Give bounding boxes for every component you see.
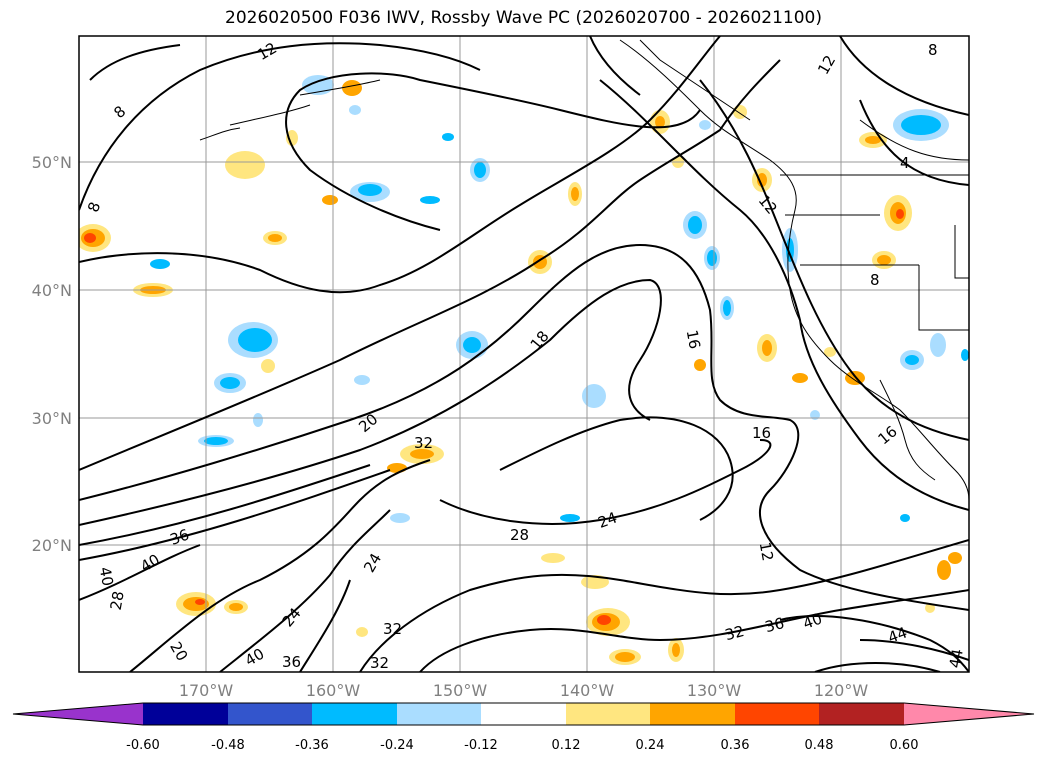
contour-label: 12 <box>756 541 777 563</box>
lon-label: 170°W <box>179 681 234 700</box>
colorbar-tick: -0.60 <box>126 738 160 753</box>
colorbar-segment <box>650 703 735 725</box>
contour-label: 4 <box>900 154 910 172</box>
colorbar-tick: -0.36 <box>295 738 329 753</box>
lat-label: 20°N <box>32 536 72 555</box>
contour-label: 32 <box>414 434 433 452</box>
lon-label: 150°W <box>433 681 488 700</box>
contour-label: 44 <box>886 623 910 646</box>
contour-label: 32 <box>383 620 402 638</box>
contour-label: 36 <box>763 614 786 636</box>
colorbar-ticks: -0.60 -0.48 -0.36 -0.24 -0.12 0.12 0.24 … <box>126 738 918 753</box>
colorbar: -0.60 -0.48 -0.36 -0.24 -0.12 0.12 0.24 … <box>12 702 1035 753</box>
contour-label: 28 <box>107 590 128 612</box>
colorbar-tick: -0.24 <box>380 738 414 753</box>
contour-label: 28 <box>510 526 529 544</box>
lon-label: 120°W <box>814 681 869 700</box>
lon-label: 140°W <box>560 681 615 700</box>
colorbar-tick: 0.36 <box>721 738 750 753</box>
longitude-labels: 170°W 160°W 150°W 140°W 130°W 120°W <box>179 681 869 700</box>
colorbar-tick: 0.24 <box>636 738 665 753</box>
map-title: 2026020500 F036 IWV, Rossby Wave PC (202… <box>225 8 822 28</box>
colorbar-segment <box>566 703 650 725</box>
colorbar-segment <box>819 703 904 725</box>
contour-label: 36 <box>168 525 192 548</box>
contour-label: 32 <box>723 622 746 644</box>
colorbar-tick: -0.12 <box>464 738 498 753</box>
colorbar-segment <box>143 703 228 725</box>
colorbar-segment <box>397 703 481 725</box>
contour-label: 32 <box>370 654 389 672</box>
graticule <box>79 36 969 672</box>
coastlines <box>199 39 969 501</box>
contour-label: 40 <box>801 609 825 632</box>
lon-label: 160°W <box>306 681 361 700</box>
lat-label: 40°N <box>32 281 72 300</box>
contour-label: 16 <box>683 328 704 350</box>
latitude-labels: 50°N 40°N 30°N 20°N <box>32 153 72 555</box>
map-area <box>79 36 969 672</box>
lon-label: 130°W <box>687 681 742 700</box>
colorbar-tick: -0.48 <box>211 738 245 753</box>
colorbar-tick: 0.48 <box>805 738 834 753</box>
colorbar-segment <box>312 703 397 725</box>
contour-label: 36 <box>282 653 301 671</box>
contour-label: 24 <box>596 508 620 531</box>
contour-label: 44 <box>946 648 967 670</box>
colorbar-extend-right <box>904 703 1034 725</box>
negative-anomaly-shading <box>150 75 969 523</box>
colorbar-segment <box>481 703 566 725</box>
lat-label: 30°N <box>32 409 72 428</box>
colorbar-segment <box>228 703 312 725</box>
contour-label: 8 <box>870 271 880 289</box>
contour-label: 8 <box>928 41 938 59</box>
contour-label: 40 <box>96 566 117 588</box>
colorbar-tick: 0.12 <box>552 738 581 753</box>
colorbar-tick: 0.60 <box>890 738 919 753</box>
contour-label: 16 <box>752 424 771 442</box>
colorbar-segment <box>735 703 819 725</box>
lat-label: 50°N <box>32 153 72 172</box>
map-frame <box>78 35 970 673</box>
colorbar-extend-left <box>13 703 143 725</box>
